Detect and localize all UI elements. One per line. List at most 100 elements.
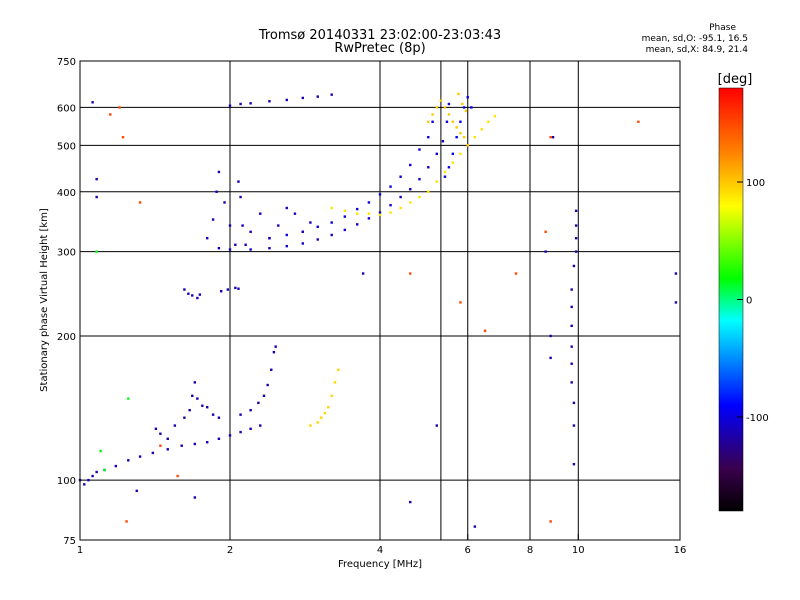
echo-point <box>316 95 319 98</box>
echo-point <box>309 221 312 224</box>
echo-point <box>459 301 462 304</box>
echo-point <box>439 99 443 102</box>
y-tick-labels: 75 100 200 300 400 500 600 750 <box>57 57 76 547</box>
x-tick-label: 2 <box>227 545 233 556</box>
echo-point <box>257 401 260 405</box>
y-axis-label: Stationary phase Virtual Height [km] <box>39 208 50 392</box>
echo-point <box>234 286 237 290</box>
echo-point <box>215 190 218 193</box>
echo-point <box>399 175 402 178</box>
echo-point <box>183 288 186 291</box>
y-tick-label: 600 <box>57 103 76 114</box>
colorbar-tick-label: -100 <box>746 413 769 424</box>
echo-point <box>427 135 430 139</box>
echo-point <box>572 462 576 466</box>
echo-point <box>285 233 288 237</box>
echo-point <box>114 464 118 468</box>
echo-point <box>205 406 209 409</box>
echo-point <box>674 272 678 275</box>
echo-point <box>378 193 382 196</box>
echo-point <box>333 381 337 384</box>
echo-point <box>193 496 197 499</box>
echo-point <box>549 135 552 139</box>
echo-point <box>259 212 262 215</box>
echo-point <box>574 250 578 253</box>
echo-point <box>316 421 319 424</box>
echo-point <box>138 455 142 458</box>
echo-point <box>87 478 90 482</box>
echo-point <box>173 424 177 427</box>
echo-point <box>191 394 194 398</box>
echo-point <box>464 109 468 113</box>
echo-point <box>237 287 240 290</box>
x-tick-label: 1 <box>77 545 83 556</box>
colorbar-label: [deg] <box>718 72 753 87</box>
echo-point <box>378 213 382 217</box>
echo-point <box>551 135 555 139</box>
echo-point <box>570 362 573 365</box>
x-tick-labels: 1 2 4 6 8 10 16 <box>77 534 686 556</box>
echo-point <box>431 120 434 123</box>
echo-point <box>343 215 347 218</box>
echo-point <box>330 93 333 96</box>
echo-point <box>217 170 221 174</box>
echo-point <box>330 221 333 224</box>
y-tick-label: 100 <box>57 476 76 487</box>
echo-point <box>427 120 430 123</box>
colorbar-ticks: 100 0 -100 <box>737 178 769 424</box>
colorbar-tick-label: 0 <box>746 296 752 307</box>
echo-point <box>367 212 371 215</box>
echo-point <box>237 180 240 183</box>
echo-point <box>441 140 445 143</box>
x-tick-label: 10 <box>572 545 585 556</box>
chart-title: Tromsø 20140331 23:02:00-23:03:43 <box>258 28 502 43</box>
echo-point <box>451 152 455 156</box>
echo-point <box>91 474 94 478</box>
echo-point <box>409 201 412 204</box>
echo-point <box>277 224 280 227</box>
echo-point <box>367 217 371 220</box>
echo-point <box>487 120 490 123</box>
echo-point <box>435 180 438 183</box>
echo-point <box>355 207 359 211</box>
echo-point <box>166 437 169 440</box>
echo-point <box>121 135 125 139</box>
echo-point <box>135 489 138 493</box>
echo-point <box>674 301 678 304</box>
echo-point <box>266 383 269 387</box>
echo-point <box>154 427 158 431</box>
echo-point <box>196 296 199 300</box>
echo-point <box>493 115 497 118</box>
echo-point <box>470 106 473 109</box>
echo-point <box>570 345 573 348</box>
echo-point <box>337 368 340 371</box>
echo-point <box>466 96 469 99</box>
echo-point <box>327 406 330 409</box>
echo-point <box>239 430 242 434</box>
echo-point <box>166 448 169 451</box>
echo-point <box>462 106 466 109</box>
echo-point <box>459 120 462 123</box>
echo-point <box>427 190 430 193</box>
echo-point <box>343 209 347 213</box>
x-tick-label: 6 <box>465 545 471 556</box>
echo-point <box>473 135 477 139</box>
echo-point <box>217 437 221 440</box>
echo-point <box>239 413 242 416</box>
echo-point <box>217 416 221 419</box>
echo-point <box>301 242 305 245</box>
echo-point <box>188 408 191 412</box>
echo-point <box>198 293 202 296</box>
echo-point <box>443 170 447 174</box>
echo-point <box>159 444 162 447</box>
echo-point <box>418 195 421 199</box>
echo-point <box>285 206 288 210</box>
echo-point <box>201 404 204 407</box>
echo-point <box>193 442 197 446</box>
echo-point <box>466 144 469 147</box>
echo-point <box>301 230 305 233</box>
echo-point <box>572 424 576 427</box>
echo-point <box>409 187 412 191</box>
echo-point <box>125 520 128 523</box>
echo-point <box>159 432 162 435</box>
